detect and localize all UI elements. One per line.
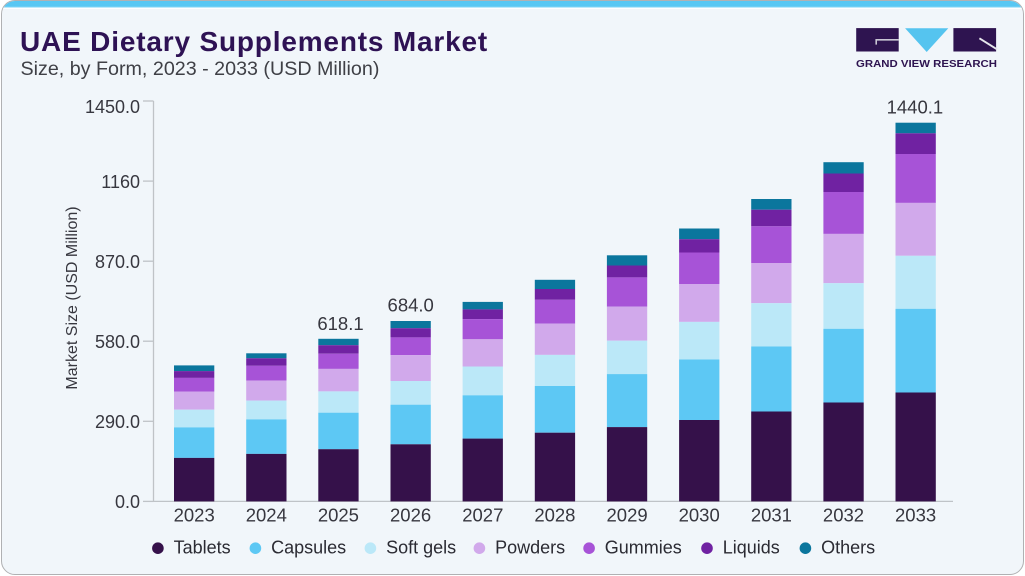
svg-text:870.0: 870.0 [95, 252, 140, 272]
svg-text:2029: 2029 [607, 505, 648, 526]
svg-text:Liquids: Liquids [723, 538, 780, 558]
svg-text:2033: 2033 [895, 505, 936, 526]
svg-text:Soft gels: Soft gels [386, 538, 456, 558]
svg-text:290.0: 290.0 [95, 412, 140, 432]
svg-text:1160: 1160 [101, 172, 140, 192]
svg-text:Powders: Powders [495, 538, 565, 558]
svg-text:2027: 2027 [462, 505, 503, 526]
svg-text:580.0: 580.0 [95, 332, 140, 352]
svg-text:Others: Others [821, 538, 875, 558]
svg-text:2024: 2024 [246, 505, 287, 526]
svg-text:2030: 2030 [679, 505, 720, 526]
svg-text:2032: 2032 [823, 505, 864, 526]
svg-text:2023: 2023 [174, 505, 215, 526]
svg-text:2031: 2031 [751, 505, 792, 526]
svg-text:1440.1: 1440.1 [887, 96, 944, 117]
svg-text:Gummies: Gummies [605, 538, 682, 558]
svg-text:Capsules: Capsules [271, 538, 346, 558]
svg-text:Market Size (USD Million): Market Size (USD Million) [64, 206, 81, 389]
svg-text:GRAND VIEW RESEARCH: GRAND VIEW RESEARCH [856, 58, 997, 70]
svg-text:618.1: 618.1 [317, 313, 363, 334]
svg-text:2028: 2028 [534, 505, 575, 526]
svg-text:684.0: 684.0 [388, 294, 434, 315]
svg-text:1450.0: 1450.0 [85, 97, 140, 117]
svg-text:Tablets: Tablets [174, 538, 231, 558]
svg-text:0.0: 0.0 [115, 492, 140, 512]
svg-text:2025: 2025 [318, 505, 359, 526]
svg-text:2026: 2026 [390, 505, 431, 526]
